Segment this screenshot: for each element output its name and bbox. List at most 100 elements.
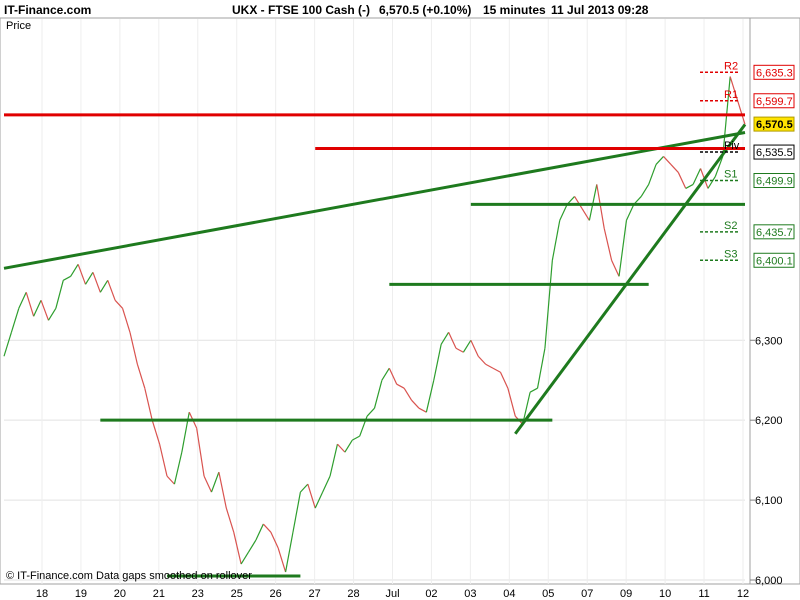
price-segment-up bbox=[544, 260, 553, 349]
price-segment-down bbox=[729, 76, 739, 101]
pivot-value-box bbox=[753, 224, 795, 240]
price-segment-up bbox=[425, 380, 435, 413]
price-segment-up bbox=[618, 220, 628, 277]
price-segment-up bbox=[440, 331, 450, 345]
price-segment-up bbox=[559, 204, 568, 221]
brand-name: IT-Finance.com bbox=[4, 3, 92, 17]
price-segment-down bbox=[396, 383, 405, 389]
pivot-tag-r1: R1 bbox=[724, 89, 738, 101]
price-segment-down bbox=[485, 363, 494, 369]
price-segment-down bbox=[596, 184, 605, 229]
price-segment-down bbox=[307, 483, 316, 509]
price-segment-down bbox=[203, 475, 213, 493]
x-tick-label: 12 bbox=[737, 588, 749, 600]
timestamp-label: 11 Jul 2013 09:28 bbox=[551, 3, 649, 17]
price-segment-up bbox=[70, 264, 79, 277]
pivot-tag-piv: Piv bbox=[724, 140, 740, 152]
price-segment-up bbox=[344, 439, 353, 453]
x-tick-label: 10 bbox=[659, 588, 671, 600]
pivot-value-box bbox=[753, 173, 795, 189]
price-segment-down bbox=[403, 387, 413, 401]
price-segment-up bbox=[84, 272, 94, 285]
x-tick-label: 07 bbox=[581, 588, 593, 600]
x-tick-label: 20 bbox=[114, 588, 126, 600]
price-segment-down bbox=[670, 164, 679, 173]
plot-frame bbox=[0, 17, 800, 585]
price-segment-up bbox=[536, 348, 546, 389]
price-segment-up bbox=[47, 307, 57, 321]
price-segment-down bbox=[448, 332, 457, 349]
x-tick-label: 23 bbox=[192, 588, 204, 600]
price-segment-down bbox=[663, 156, 672, 165]
price-segment-down bbox=[166, 475, 175, 485]
price-segment-up bbox=[181, 412, 190, 453]
x-tick-label: 02 bbox=[425, 588, 437, 600]
price-segment-up bbox=[714, 156, 724, 177]
price-segment-up bbox=[99, 280, 109, 293]
pivot-value-box bbox=[753, 252, 795, 268]
price-segment-up bbox=[240, 551, 250, 565]
pivot-tag-s2: S2 bbox=[724, 220, 737, 232]
footer-note: © IT-Finance.com Data gaps smoothed on r… bbox=[6, 570, 252, 582]
price-segment-up bbox=[299, 483, 309, 493]
pivot-tag-s1: S1 bbox=[724, 169, 737, 181]
y-tick-label: 6,300 bbox=[755, 335, 783, 347]
price-segment-down bbox=[144, 388, 153, 421]
price-segment-up bbox=[551, 220, 561, 261]
x-tick-label: 09 bbox=[620, 588, 632, 600]
price-segment-down bbox=[455, 347, 464, 353]
x-tick-label: 28 bbox=[347, 588, 359, 600]
pivot-value-r2: 6,635.3 bbox=[756, 67, 793, 79]
x-tick-label: 18 bbox=[36, 588, 48, 600]
x-tick-label: Jul bbox=[385, 588, 399, 600]
price-segment-up bbox=[292, 491, 301, 533]
price-segment-down bbox=[603, 228, 613, 261]
price-segment-up bbox=[3, 332, 12, 357]
price-segment-down bbox=[25, 292, 35, 317]
price-segment-down bbox=[277, 547, 287, 573]
price-segment-down bbox=[418, 407, 427, 413]
chart-header: IT-Finance.com UKX - FTSE 100 Cash (-) 6… bbox=[0, 0, 800, 18]
price-segment-up bbox=[381, 367, 390, 381]
price-segment-up bbox=[685, 183, 694, 189]
y-axis-title: Price bbox=[6, 20, 32, 32]
trend-line bbox=[514, 123, 747, 435]
price-segment-down bbox=[196, 428, 205, 477]
price-segment-down bbox=[611, 260, 620, 277]
pivot-value-piv: 6,535.5 bbox=[756, 147, 793, 159]
trend-line bbox=[3, 131, 746, 270]
x-tick-label: 19 bbox=[75, 588, 87, 600]
price-segment-down bbox=[225, 507, 235, 533]
price-segment-down bbox=[151, 419, 161, 445]
pivot-value-box bbox=[753, 64, 795, 80]
price-segment-down bbox=[233, 531, 242, 565]
price-segment-down bbox=[107, 280, 116, 301]
price-segment-up bbox=[173, 452, 183, 485]
price-segment-up bbox=[351, 435, 360, 441]
x-tick-label: 26 bbox=[270, 588, 282, 600]
price-segment-up bbox=[55, 280, 64, 309]
price-segment-up bbox=[433, 344, 442, 381]
y-tick-label: 6,000 bbox=[755, 575, 783, 587]
price-segment-down bbox=[499, 371, 509, 389]
price-segment-down bbox=[218, 471, 227, 509]
x-tick-label: 04 bbox=[503, 588, 515, 600]
price-segment-up bbox=[322, 475, 331, 493]
price-segment-up bbox=[692, 168, 702, 185]
price-segment-down bbox=[159, 444, 168, 477]
price-segment-down bbox=[737, 100, 746, 125]
price-segment-down bbox=[92, 272, 101, 293]
last-price-box bbox=[753, 116, 795, 132]
y-tick-label: 6,100 bbox=[755, 495, 783, 507]
price-segment-down bbox=[77, 264, 87, 285]
last-price-value: 6,570.5 bbox=[756, 119, 793, 131]
instrument-title: UKX - FTSE 100 Cash (-) bbox=[232, 3, 371, 17]
price-segment-down bbox=[262, 523, 272, 533]
price-segment-down bbox=[337, 443, 346, 453]
price-segment-down bbox=[121, 308, 131, 333]
x-tick-label: 27 bbox=[308, 588, 320, 600]
price-segment-down bbox=[270, 531, 279, 549]
x-tick-label: 25 bbox=[231, 588, 243, 600]
price-segment-up bbox=[255, 523, 264, 541]
